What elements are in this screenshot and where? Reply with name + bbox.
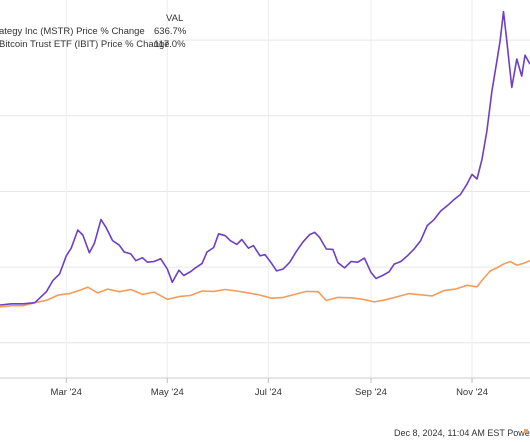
x-tick-label-0: Mar '24 xyxy=(51,387,82,398)
legend: VAL ategy Inc (MSTR) Price % Change 636.… xyxy=(0,13,187,50)
footer-brand-mark xyxy=(524,429,528,433)
x-tick-label-3: Sep '24 xyxy=(355,387,387,398)
legend-label-mstr: ategy Inc (MSTR) Price % Change xyxy=(0,26,145,37)
x-tick-label-4: Nov '24 xyxy=(456,387,488,398)
x-tick-label-2: Jul '24 xyxy=(255,387,282,398)
grid-lines xyxy=(0,0,530,379)
x-axis-ticks: Mar '24 May '24 Jul '24 Sep '24 Nov '24 xyxy=(51,378,488,398)
x-tick-label-1: May '24 xyxy=(151,387,184,398)
footer-timestamp: Dec 8, 2024, 11:04 AM EST Powered by xyxy=(394,428,530,438)
series-line-0 xyxy=(0,10,530,306)
legend-label-ibit: Bitcoin Trust ETF (IBIT) Price % Change xyxy=(0,39,170,50)
series-lines xyxy=(0,10,530,308)
series-line-1 xyxy=(0,259,530,308)
legend-value-ibit: 117.0% xyxy=(154,39,186,50)
legend-value-mstr: 636.7% xyxy=(154,26,187,37)
legend-column-header: VAL xyxy=(166,13,183,24)
